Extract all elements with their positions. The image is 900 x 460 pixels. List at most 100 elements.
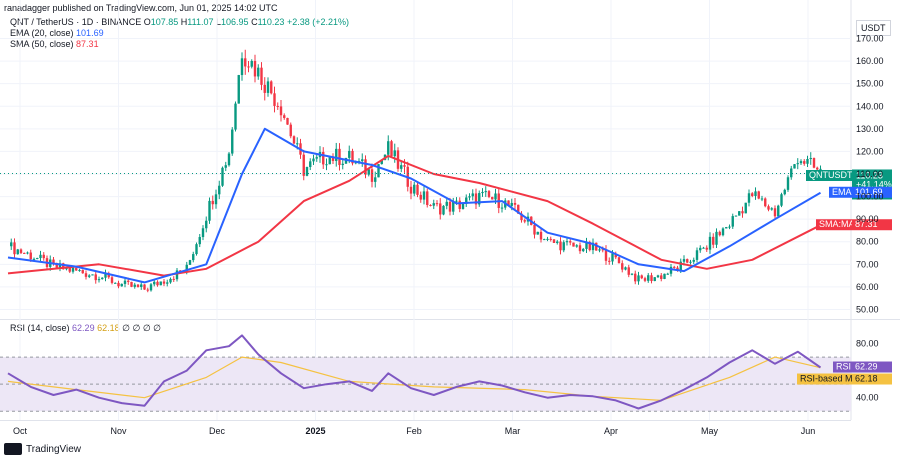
candle-body: [19, 249, 23, 253]
candle-body: [484, 191, 487, 193]
candle-body: [169, 278, 172, 283]
candle-body: [406, 166, 409, 187]
candle-body: [279, 106, 283, 116]
candle-body: [712, 236, 715, 245]
candle-body: [559, 241, 562, 251]
open-label: O: [143, 17, 151, 27]
candle-body: [172, 278, 175, 280]
candle-body: [513, 202, 517, 205]
candle-body: [97, 279, 101, 281]
price-tick-label: 100.00: [856, 192, 884, 202]
candle-body: [351, 150, 354, 164]
candle-body: [130, 281, 133, 287]
rsi-tick-label: 40.00: [856, 393, 879, 403]
candle-body: [208, 200, 211, 221]
candle-body: [507, 200, 510, 206]
candle-body: [728, 226, 731, 228]
candle-body: [757, 191, 760, 199]
candle-body: [153, 281, 156, 285]
candle-body: [812, 158, 816, 168]
candle-body: [322, 151, 325, 165]
candle-body: [777, 205, 780, 217]
candle-body: [487, 191, 491, 197]
candle-body: [634, 273, 637, 282]
candle-body: [426, 191, 429, 205]
candle-body: [530, 216, 533, 225]
candle-body: [305, 167, 309, 176]
candle-body: [188, 260, 192, 265]
candle-body: [565, 241, 569, 243]
quote-currency-button[interactable]: USDT: [856, 20, 891, 36]
candle-body: [400, 165, 403, 169]
candle-body: [760, 198, 764, 200]
candle-body: [315, 157, 318, 159]
price-tick-label: 160.00: [856, 56, 884, 66]
candle-body: [16, 249, 19, 255]
candle-body: [214, 194, 218, 205]
tradingview-logo[interactable]: TradingView: [4, 443, 81, 455]
candle-body: [276, 105, 279, 107]
rsi-ma-value-tag-bg: [852, 373, 892, 385]
candle-body: [741, 211, 744, 214]
price-tick-label: 140.00: [856, 101, 884, 111]
candle-body: [45, 258, 49, 267]
candle-body: [393, 150, 396, 157]
candle-body: [231, 129, 234, 154]
candle-body: [133, 284, 136, 287]
ema-20-line: [7, 127, 822, 284]
candle-body: [708, 236, 712, 250]
time-tick-label: Feb: [406, 426, 422, 436]
candle-body: [448, 201, 452, 212]
candle-body: [328, 156, 331, 165]
candle-body: [517, 204, 520, 214]
candle-body: [608, 260, 611, 262]
candle-body: [302, 154, 305, 176]
price-tick-label: 90.00: [856, 214, 879, 224]
candle-body: [598, 249, 601, 251]
candle-body: [94, 274, 97, 281]
sma-legend-row[interactable]: SMA (50, close) 87.31: [10, 39, 349, 50]
rsi-legend[interactable]: RSI (14, close) 62.29 62.18 ∅ ∅ ∅ ∅: [10, 323, 161, 334]
candle-body: [497, 193, 500, 208]
candle-body: [491, 196, 494, 200]
candle-body: [439, 203, 442, 215]
candle-body: [692, 259, 695, 262]
candle-body: [669, 266, 673, 274]
candle-body: [526, 216, 530, 222]
price-tick-label: 80.00: [856, 237, 879, 247]
candle-body: [793, 164, 796, 169]
candle-body: [734, 215, 738, 217]
candle-body: [65, 267, 68, 270]
ema-legend-row[interactable]: EMA (20, close) 101.69: [10, 28, 349, 39]
candle-body: [159, 281, 162, 286]
candle-body: [266, 81, 270, 93]
candle-body: [78, 270, 81, 272]
ema-value-tag-bg: [852, 186, 892, 198]
candle-body: [318, 151, 322, 158]
candle-body: [39, 254, 42, 259]
candle-body: [611, 253, 614, 262]
rsi-tick-label: 80.00: [856, 339, 879, 349]
sma-legend-value: 87.31: [76, 39, 99, 49]
candle-body: [143, 284, 146, 290]
candle-body: [637, 275, 640, 282]
candle-body: [387, 141, 390, 155]
candle-body: [75, 267, 78, 271]
symbol-row: QNT / TetherUS · 1D · BINANCE O107.85 H1…: [10, 17, 349, 28]
sma-tag-bg: [816, 219, 852, 231]
candle-body: [325, 164, 328, 166]
candle-body: [114, 282, 117, 284]
last-price-value: 110.23: [856, 170, 883, 180]
candle-body: [149, 284, 153, 291]
candle-body: [731, 216, 734, 227]
candle-body: [601, 249, 604, 251]
candle-body: [240, 58, 244, 76]
candle-body: [539, 231, 543, 240]
candle-body: [68, 267, 71, 272]
candle-body: [718, 231, 721, 236]
price-tick-label: 120.00: [856, 146, 884, 156]
tradingview-brand: TradingView: [26, 443, 82, 455]
symbol-name: QNT / TetherUS · 1D · BINANCE: [10, 17, 142, 27]
candle-body: [55, 263, 58, 268]
